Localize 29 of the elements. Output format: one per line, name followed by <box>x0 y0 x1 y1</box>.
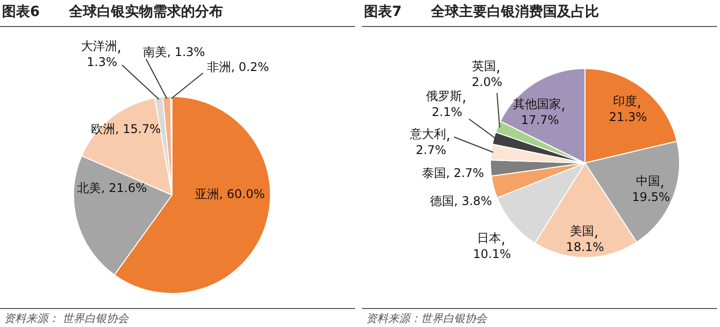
chart-title: 图表6 全球白银实物需求的分布 <box>2 3 223 21</box>
data-label: 2.1% <box>432 105 462 120</box>
slice-label: 美国 <box>570 224 594 238</box>
data-label: 18.1% <box>566 240 604 254</box>
text: 资料来源： 世界白银协会 <box>4 311 128 326</box>
chart-title: 图表7 全球主要白银消费国及占比 <box>364 3 599 21</box>
data-label: 21.3% <box>608 110 648 124</box>
slice-label: 其他国家 <box>513 97 561 112</box>
data-label: 19.5% <box>632 190 670 204</box>
slice-label: 泰国, 2.7% <box>422 166 484 180</box>
slice-label: 非洲, 0.2% <box>206 60 270 74</box>
slice-label: 俄罗斯 <box>426 89 462 104</box>
slice-label: 日本 <box>477 231 501 246</box>
slice-label: 北美, 21.6% <box>77 181 147 196</box>
data-label: 2.0% <box>472 75 502 90</box>
slice-label: 意大利 <box>409 127 446 142</box>
slice-label: 印度 <box>613 94 637 108</box>
data-label: 10.1% <box>472 247 512 262</box>
data-label: 1.3% <box>86 55 118 70</box>
slice-label: 大洋洲 <box>81 39 117 54</box>
slice-label: 英国 <box>472 59 496 74</box>
slice-label: 德国, 3.8% <box>430 194 492 208</box>
slice-label: 亚洲, 60.0% <box>195 187 265 202</box>
data-label: 2.7% <box>416 143 446 158</box>
data-label: 17.7% <box>520 113 560 128</box>
slice-label: 南美, 1.3% <box>142 45 206 60</box>
slice-label: 中国 <box>636 174 660 188</box>
slice-label: 欧洲, 15.7% <box>91 122 161 136</box>
text: 资料来源：世界白银协会 <box>366 311 487 326</box>
